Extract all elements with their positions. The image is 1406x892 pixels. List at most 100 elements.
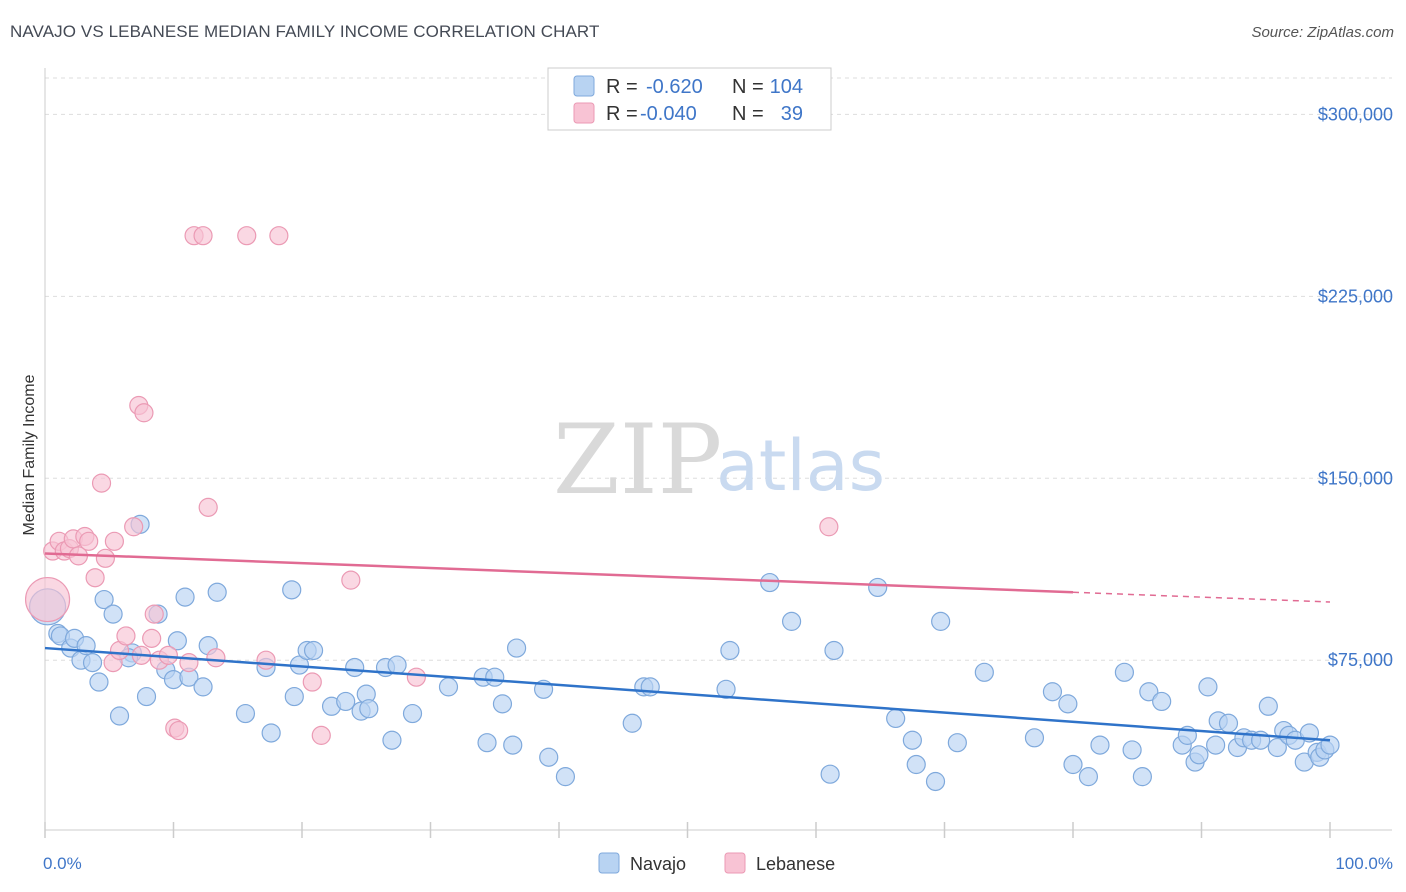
lebanese-point-16 <box>124 517 144 537</box>
lebanese-point-8 <box>79 531 99 551</box>
navajo-point-11 <box>109 706 130 726</box>
navajo-point-70 <box>1024 728 1045 748</box>
navajo-point-42 <box>402 703 423 724</box>
bottom-legend-lebanese-label: Lebanese <box>756 854 835 874</box>
navajo-point-7 <box>82 653 103 673</box>
navajo-point-64 <box>902 730 922 750</box>
lebanese-point-15 <box>116 626 136 646</box>
navajo-point-79 <box>1139 682 1159 702</box>
navajo-point-20 <box>175 587 195 607</box>
navajo-point-32 <box>303 640 324 661</box>
source-note: Source: ZipAtlas.com <box>1251 24 1394 41</box>
y-tick-label-0: $75,000 <box>1328 650 1393 670</box>
navajo-point-78 <box>1132 767 1152 787</box>
navajo-point-10 <box>103 604 123 624</box>
chart-title: NAVAJO VS LEBANESE MEDIAN FAMILY INCOME … <box>10 22 600 41</box>
x-tick-label-0: 0.0% <box>43 854 82 873</box>
y-tick-label-3: $300,000 <box>1318 104 1393 124</box>
navajo-point-43 <box>438 677 459 697</box>
legend-n-label-1: N = <box>732 76 764 98</box>
lebanese-trend-line <box>44 552 1074 594</box>
x-tick-label-1: 100.0% <box>1335 854 1393 873</box>
legend-n-value-2: 39 <box>781 103 803 125</box>
legend-r-value-2: -0.040 <box>640 103 697 125</box>
lebanese-point-38 <box>819 517 839 537</box>
navajo-point-74 <box>1078 767 1099 787</box>
navajo-point-85 <box>1198 677 1218 697</box>
navajo-point-71 <box>1042 682 1063 702</box>
navajo-point-8 <box>89 672 109 692</box>
legend-n-label-2: N = <box>732 103 764 125</box>
navajo-point-77 <box>1122 740 1142 760</box>
navajo-point-46 <box>485 667 505 687</box>
navajo-point-27 <box>261 723 281 743</box>
lebanese-point-36 <box>341 570 361 590</box>
lebanese-point-33 <box>269 226 289 246</box>
lebanese-point-21 <box>144 604 164 624</box>
navajo-point-61 <box>824 640 844 661</box>
lebanese-trend-extension <box>1072 591 1331 603</box>
lebanese-points <box>24 226 839 745</box>
navajo-point-53 <box>622 713 642 733</box>
lebanese-point-11 <box>95 548 115 568</box>
lebanese-point-25 <box>169 720 189 741</box>
navajo-point-60 <box>820 764 840 784</box>
watermark-atlas: atlas <box>716 425 885 507</box>
navajo-point-56 <box>716 679 736 699</box>
y-tick-label-2: $225,000 <box>1318 286 1393 306</box>
y-tick-labels: $75,000 $150,000 $225,000 $300,000 <box>1318 104 1393 670</box>
lebanese-point-13 <box>104 531 124 551</box>
lebanese-point-34 <box>302 672 322 692</box>
navajo-point-28 <box>282 580 302 600</box>
navajo-point-88 <box>1218 713 1239 733</box>
navajo-point-57 <box>720 640 740 661</box>
navajo-point-76 <box>1114 662 1135 682</box>
navajo-point-34 <box>336 691 356 712</box>
lebanese-point-31 <box>237 226 257 246</box>
navajo-point-86 <box>1206 735 1226 755</box>
navajo-point-58 <box>760 572 780 593</box>
navajo-point-69 <box>974 662 994 682</box>
navajo-point-72 <box>1058 694 1078 714</box>
navajo-point-93 <box>1258 696 1278 716</box>
legend-r-label-1: R = <box>606 76 638 98</box>
lebanese-point-32 <box>256 650 276 670</box>
navajo-point-84 <box>1189 745 1209 765</box>
navajo-points <box>28 514 1340 792</box>
navajo-point-62 <box>868 577 888 598</box>
navajo-point-63 <box>886 708 906 729</box>
lebanese-point-26 <box>179 653 199 673</box>
navajo-point-45 <box>477 733 497 753</box>
navajo-point-67 <box>931 611 951 631</box>
navajo-point-24 <box>207 582 227 602</box>
legend-lebanese-swatch <box>573 102 595 124</box>
navajo-point-25 <box>235 703 256 724</box>
navajo-point-73 <box>1063 754 1083 775</box>
trend-lines <box>44 552 1331 742</box>
lebanese-point-10 <box>91 473 112 493</box>
navajo-point-22 <box>193 677 213 697</box>
lebanese-point-37 <box>406 667 426 687</box>
lebanese-point-28 <box>193 226 213 246</box>
bottom-legend-navajo-label: Navajo <box>630 854 686 874</box>
watermark: ZIP atlas <box>553 404 885 516</box>
lebanese-point-20 <box>142 628 162 648</box>
navajo-point-66 <box>925 771 946 792</box>
lebanese-point-35 <box>311 725 331 745</box>
legend-r-label-2: R = <box>606 103 638 125</box>
x-tick-labels: 0.0% 100.0% <box>43 854 1393 873</box>
lebanese-point-9 <box>85 568 105 588</box>
navajo-point-15 <box>136 686 157 707</box>
navajo-point-9 <box>94 589 114 610</box>
watermark-zip: ZIP <box>553 404 722 516</box>
navajo-point-48 <box>503 735 523 755</box>
bottom-legend: Navajo Lebanese <box>598 852 835 874</box>
navajo-point-52 <box>555 767 576 787</box>
grid-lines <box>45 77 1392 661</box>
legend-r-value-1: -0.620 <box>646 76 703 98</box>
lebanese-point-0 <box>24 576 71 623</box>
bottom-legend-navajo-swatch <box>598 852 620 874</box>
legend-navajo-swatch <box>573 75 595 97</box>
navajo-point-51 <box>539 747 559 767</box>
